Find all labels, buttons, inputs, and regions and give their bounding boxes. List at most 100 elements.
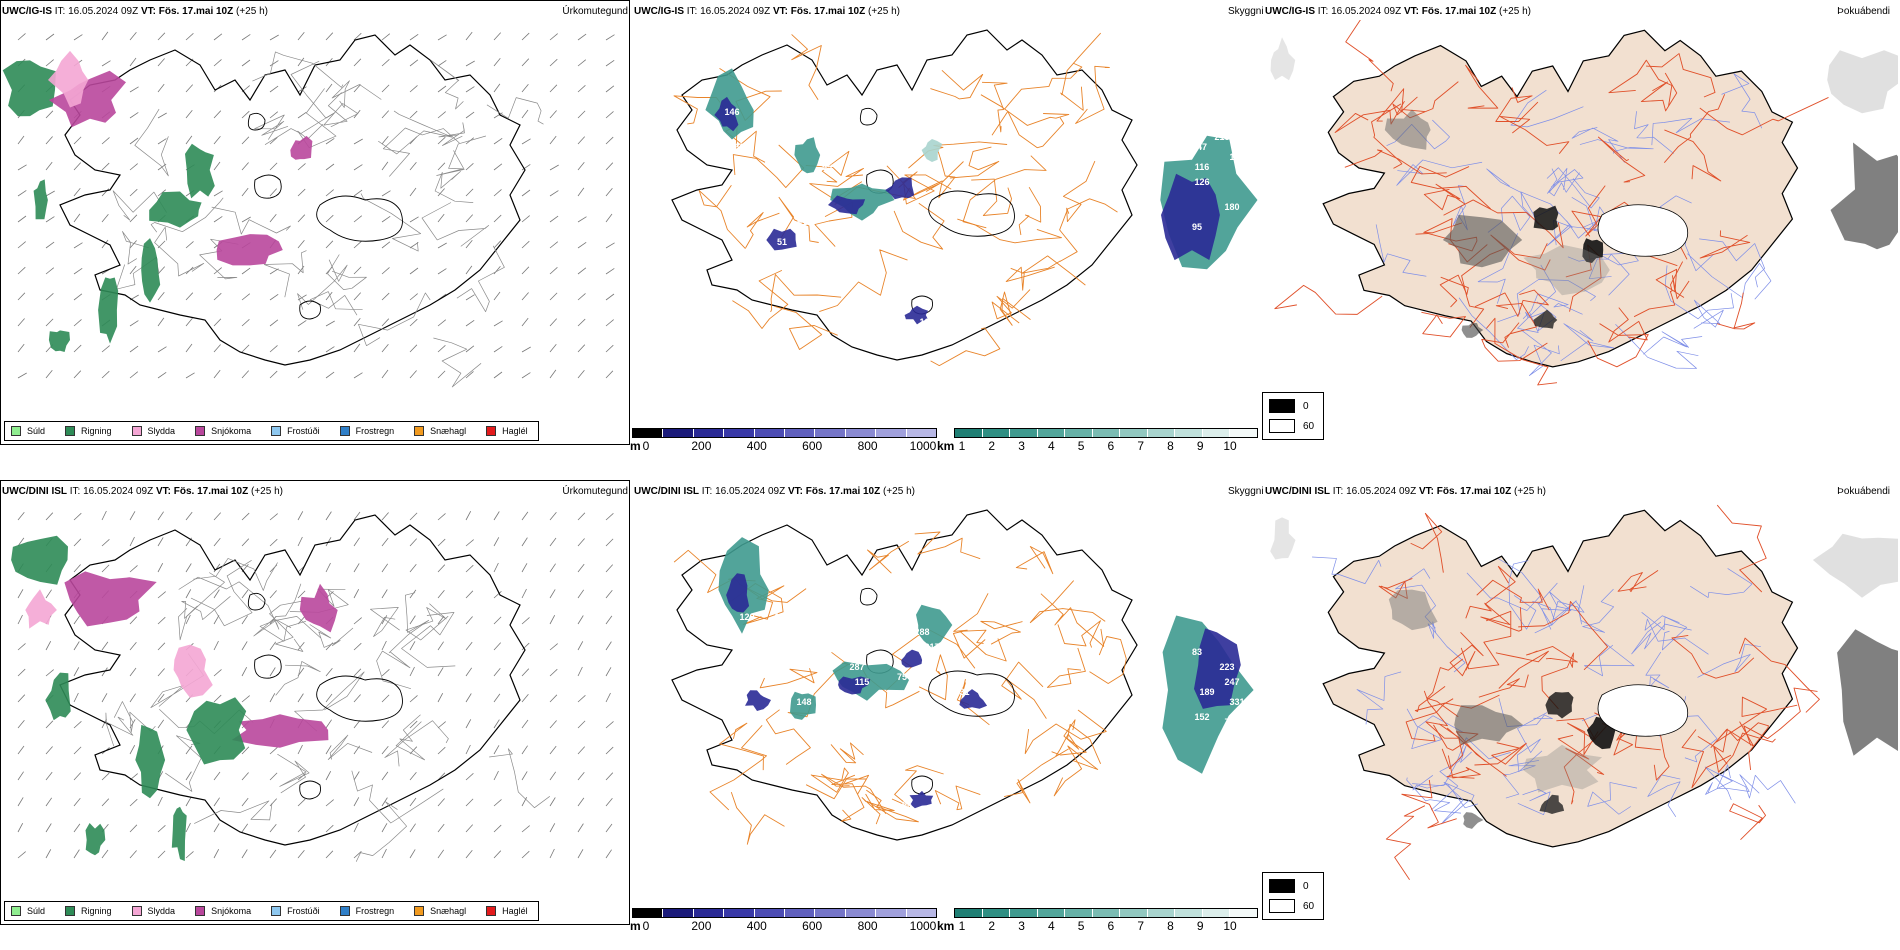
legend-item: Haglél — [486, 906, 528, 916]
legend-item: Frostregn — [339, 906, 394, 916]
colorbar-tick: 7 — [1137, 439, 1144, 453]
road — [1474, 289, 1549, 317]
wind-barb — [577, 85, 586, 93]
glacier-outline — [247, 592, 266, 611]
road — [1580, 588, 1615, 633]
panel-title: UWC/DINI ISL IT: 16.05.2024 09Z VT: Fös.… — [1265, 486, 1546, 497]
wind-barb — [101, 214, 109, 223]
road — [1344, 149, 1447, 175]
wind-barb — [17, 292, 26, 301]
wind-barb — [409, 344, 418, 353]
wind-barb — [577, 241, 587, 249]
wind-barb — [381, 369, 389, 379]
road — [1721, 73, 1763, 129]
wind-barb — [241, 370, 249, 379]
fog-swatch-white — [1269, 899, 1295, 913]
wind-barb — [129, 265, 137, 275]
road — [1715, 696, 1798, 743]
glacier-clear-area — [1597, 204, 1689, 257]
road — [934, 785, 981, 811]
wind-barb — [549, 267, 558, 275]
legend-label: Snæhagl — [430, 906, 467, 916]
legend-swatch — [339, 426, 350, 436]
road — [1274, 284, 1383, 315]
road — [1556, 718, 1599, 756]
glacier-outline — [859, 587, 878, 606]
wind-barb — [409, 267, 419, 275]
fog-indicator-map — [1270, 504, 1898, 880]
road — [309, 291, 363, 316]
road — [1040, 593, 1105, 647]
wind-barb — [269, 85, 279, 93]
road — [327, 254, 367, 290]
road — [181, 596, 231, 620]
wind-barb — [409, 162, 417, 171]
road — [930, 327, 1001, 367]
wind-barb — [437, 188, 445, 197]
wind-barb — [185, 109, 193, 119]
wind-barb — [465, 539, 474, 547]
legend-item: Frostregn — [339, 426, 394, 436]
wind-barb — [241, 59, 251, 67]
forecast-row-1: UWC/IG-IS IT: 16.05.2024 09Z VT: Fös. 17… — [0, 0, 1900, 470]
wind-barb — [381, 110, 389, 119]
wind-barb — [465, 214, 473, 223]
wind-barb — [465, 60, 475, 67]
road — [297, 259, 348, 310]
wind-barb — [577, 589, 585, 599]
road — [1021, 255, 1086, 286]
precip-area — [186, 697, 247, 765]
colorbar-tick: 5 — [1077, 439, 1085, 453]
wind-barb — [269, 590, 277, 599]
wind-barb — [269, 538, 278, 547]
visibility-value-label: 47 — [1197, 142, 1207, 152]
visibility-labels: 210 120 170 108 290 248 102 287 115 75 111 148 131 28… — [739, 562, 1244, 810]
wind-barb — [549, 292, 558, 301]
road — [1499, 116, 1570, 155]
wind-barb — [381, 344, 389, 353]
road — [1059, 198, 1118, 262]
wind-barb — [521, 266, 530, 275]
road — [1089, 636, 1127, 684]
colorbar-tick: 1 — [958, 439, 966, 453]
wind-barb — [521, 719, 529, 729]
wind-barb — [549, 848, 555, 859]
wind-barb — [493, 850, 502, 859]
wind-barb — [157, 32, 166, 41]
wind-barb — [297, 320, 307, 327]
wind-barb — [101, 510, 107, 521]
wind-barb — [577, 615, 584, 625]
wind-barb — [465, 319, 475, 327]
wind-barb — [213, 694, 222, 703]
road — [1024, 709, 1107, 755]
wind-barb — [465, 773, 474, 781]
wind-barb — [409, 589, 417, 599]
wind-barb — [101, 849, 109, 859]
colorbar-tick: 600 — [802, 919, 823, 933]
wind-barb — [605, 85, 615, 93]
wind-barb — [325, 371, 335, 379]
legend-item: Snæhagl — [414, 906, 466, 916]
wind-barb — [185, 292, 194, 301]
wind-barb — [129, 565, 138, 573]
wind-barb — [605, 513, 614, 521]
road — [1401, 779, 1457, 829]
iceland-group — [59, 514, 551, 862]
wind-barb — [17, 797, 24, 807]
wind-barb — [353, 241, 362, 249]
visibility-value-label: 91 — [797, 217, 807, 227]
wind-barb — [353, 292, 361, 301]
wind-barb — [493, 562, 499, 573]
visibility-value-label: 115 — [855, 677, 870, 687]
visibility-value-label: 116 — [1195, 162, 1210, 172]
road — [1587, 782, 1638, 815]
road — [355, 801, 407, 862]
wind-barb — [577, 797, 585, 807]
wind-barb — [213, 512, 221, 521]
wind-barb — [493, 511, 500, 521]
wind-barb — [157, 591, 166, 599]
road — [1526, 646, 1578, 663]
road — [253, 583, 302, 637]
wind-barb — [101, 345, 110, 353]
wind-barb — [437, 136, 446, 145]
